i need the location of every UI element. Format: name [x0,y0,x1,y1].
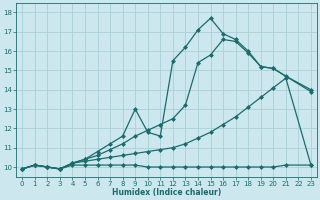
X-axis label: Humidex (Indice chaleur): Humidex (Indice chaleur) [112,188,221,197]
